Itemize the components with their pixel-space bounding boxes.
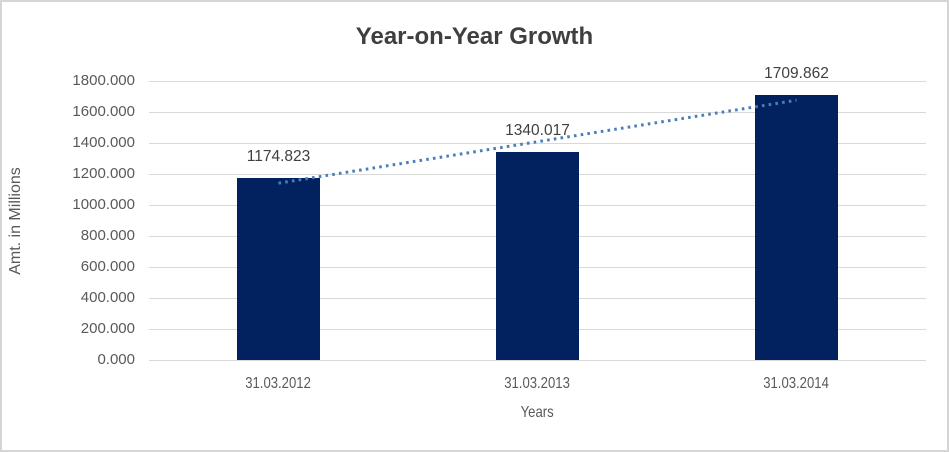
gridline <box>149 111 926 113</box>
y-tick-label: 0.000 <box>97 351 135 368</box>
y-tick-label: 1400.000 <box>72 134 135 151</box>
y-axis-title: Amt. in Millions <box>7 167 24 275</box>
chart-title: Year-on-Year Growth <box>355 23 594 50</box>
x-tick-label: 31.03.2012 <box>209 375 349 393</box>
trendline <box>278 98 797 185</box>
x-tick-label-text: 31.03.2013 <box>504 375 571 392</box>
bar-31.03.2014 <box>755 94 838 360</box>
bar-31.03.2013 <box>496 152 579 360</box>
gridline <box>149 359 926 361</box>
data-label: 1174.823 <box>246 147 311 165</box>
x-tick-label-text: 31.03.2014 <box>763 375 830 392</box>
data-label: 1340.017 <box>505 122 570 140</box>
y-tick-label: 800.000 <box>80 227 135 244</box>
y-tick-label: 1200.000 <box>72 165 135 182</box>
x-axis-title-text: Years <box>520 404 555 421</box>
y-tick-label: 400.000 <box>80 289 135 306</box>
y-tick-label: 1600.000 <box>72 103 135 120</box>
x-axis-title: Years <box>149 403 926 423</box>
trendline-path <box>278 98 797 185</box>
y-tick-label: 200.000 <box>80 320 135 337</box>
y-tick-label: 1000.000 <box>72 196 135 213</box>
x-tick-label-text: 31.03.2012 <box>245 375 312 392</box>
y-tick-label: 600.000 <box>80 258 135 275</box>
data-label: 1709.862 <box>764 64 829 82</box>
plot-area <box>149 80 926 361</box>
x-tick-label: 31.03.2014 <box>727 375 867 393</box>
gridline <box>149 142 926 144</box>
y-tick-label: 1800.000 <box>72 72 135 89</box>
bar-31.03.2012 <box>237 177 320 360</box>
gridline <box>149 80 926 82</box>
x-tick-label: 31.03.2013 <box>468 375 608 393</box>
